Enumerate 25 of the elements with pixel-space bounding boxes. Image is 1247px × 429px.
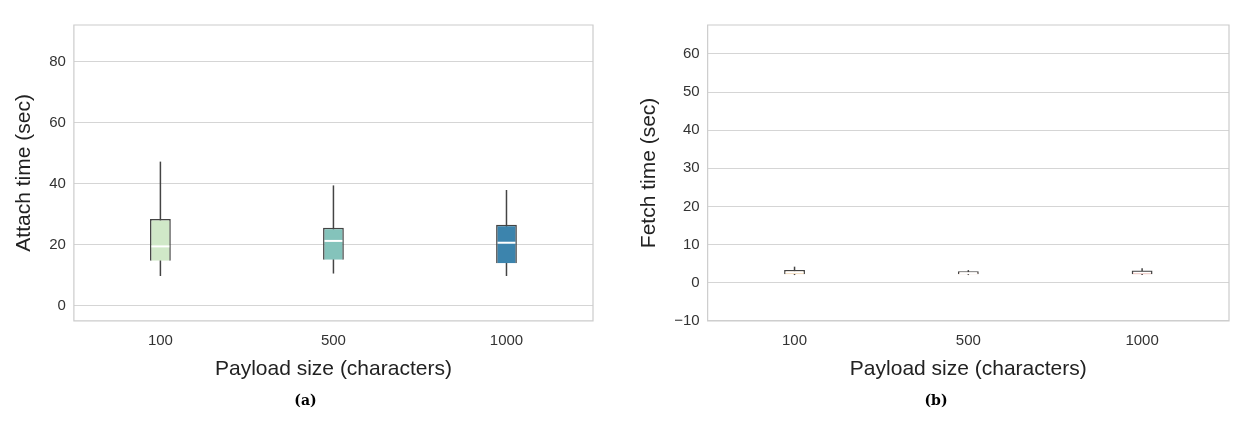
y-tick-label: −10	[674, 310, 700, 328]
x-tick-label: 500	[955, 330, 981, 348]
x-tick-label: 1000	[1125, 330, 1159, 348]
y-tick-label: 80	[49, 51, 66, 69]
y-tick-label: 60	[49, 112, 66, 130]
x-axis-title: Payload size (characters)	[849, 356, 1087, 380]
y-axis-title: Attach time (sec)	[11, 94, 35, 252]
y-tick-label: 40	[49, 173, 66, 191]
text: (a)	[293, 392, 318, 408]
x-tick-label: 1000	[489, 330, 524, 348]
y-axis-title: Fetch time (sec)	[636, 97, 660, 249]
x-tick-label: 500	[320, 330, 346, 348]
y-tick-label: 30	[682, 158, 700, 176]
y-tick-label: 40	[682, 120, 700, 138]
x-tick-label: 100	[782, 330, 808, 348]
y-tick-label: 0	[691, 272, 700, 290]
y-tick-label: 20	[49, 234, 66, 252]
y-tick-label: 0	[57, 295, 66, 313]
y-tick-label: 60	[682, 44, 700, 62]
text: (b)	[923, 392, 949, 408]
y-tick-label: 20	[682, 196, 700, 214]
y-tick-label: 50	[682, 82, 700, 100]
y-tick-label: 10	[682, 234, 700, 252]
x-tick-label: 100	[147, 330, 173, 348]
x-axis-title: Payload size (characters)	[214, 356, 452, 380]
